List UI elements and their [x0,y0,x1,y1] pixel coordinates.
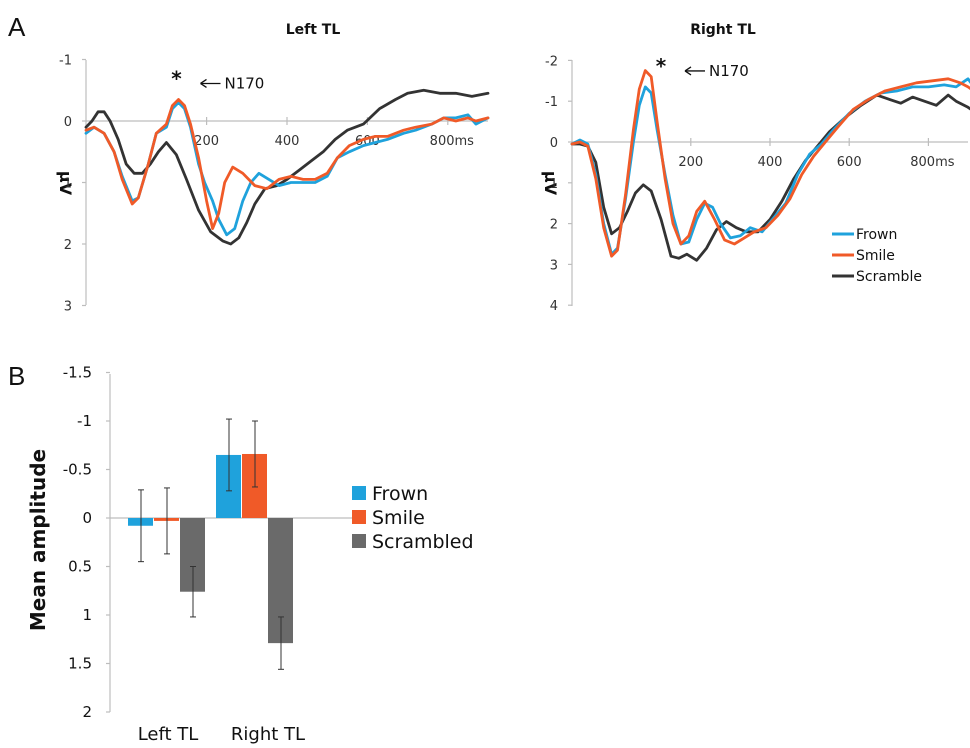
right-tl-xtick-label: 600 [837,155,862,170]
left-tl-significance-star: * [171,66,182,90]
legend-label-scramble: Scramble [856,269,922,285]
right-tl-ytick-label: 4 [550,299,558,314]
legend-label-frown: Frown [856,227,897,243]
left-tl-xtick-label: 200 [194,134,219,149]
bar-legend-swatch-smile [352,510,366,524]
category-label-left-tl: Left TL [138,724,199,745]
left-tl-xtick-label: 400 [275,134,300,149]
left-tl-n170-arrowhead [200,78,207,89]
right-tl-ylabel: µV [541,171,560,196]
right-tl-xtick-label: 200 [678,155,703,170]
bar-legend-label-scrambled: Scrambled [372,531,474,553]
bar-ytick-label: -1 [77,412,92,430]
bar-ytick-label: 2 [82,703,92,721]
bar-ytick-label: -1.5 [63,364,92,382]
right-tl-ytick-label: 1 [550,177,558,192]
right-tl-smile-wave [570,69,970,258]
left-tl-scramble-wave [84,88,490,246]
bar-ytick-label: -0.5 [63,461,92,479]
right-tl-ytick-label: -1 [545,95,558,110]
right-tl-legend: Frown Smile Scramble [832,227,922,285]
left-tl-ytick-label: 3 [64,300,72,315]
legend-label-smile: Smile [856,248,895,264]
right-tl-ytick-label: 0 [550,136,558,151]
right-tl-scramble-wave [570,93,970,262]
bar-ytick-label: 1.5 [68,655,92,673]
bar-legend-swatch-frown [352,486,366,500]
bar-legend-label-smile: Smile [372,507,425,529]
right-tl-title: Right TL [690,22,756,38]
bar-ytick-label: 1 [82,606,92,624]
left-tl-ytick-label: 0 [64,115,72,130]
right-tl-xtick-label: 400 [758,155,783,170]
right-tl-erp-chart: Right TL µV -2 -1 0 1 2 3 4 200 400 600 800ms * N1… [541,22,970,314]
bar-legend-swatch-scrambled [352,534,366,548]
right-tl-ytick-label: 3 [550,258,558,273]
bar-legend-label-frown: Frown [372,483,428,505]
category-label-right-tl: Right TL [231,724,305,745]
right-tl-n170-arrowhead [684,66,692,76]
panel-letter-b: B [8,361,25,391]
right-tl-n170-label: N170 [709,62,749,80]
right-tl-significance-star: * [656,54,667,78]
left-tl-ytick-label: 1 [64,177,72,192]
left-tl-ytick-label: 2 [64,238,72,253]
bar-ytick-label: 0.5 [68,558,92,576]
left-tl-title: Left TL [286,22,341,38]
left-tl-ytick-label: -1 [59,54,72,69]
left-tl-n170-label: N170 [225,74,265,92]
right-tl-ytick-label: 2 [550,218,558,233]
panel-letter-a: A [8,12,26,42]
bar-ytick-label: 0 [82,509,92,527]
right-tl-xtick-label: 800ms [910,155,954,170]
left-tl-ylabel: µV [56,171,75,196]
mean-amplitude-bar-chart: Mean amplitude -1.5 -1 -0.5 0 0.5 1 1.5 2 Left … [26,364,474,746]
left-tl-smile-wave [84,98,490,230]
left-tl-xtick-label: 800ms [430,134,474,149]
bar-ylabel: Mean amplitude [26,449,50,631]
right-tl-ytick-label: -2 [545,54,558,69]
